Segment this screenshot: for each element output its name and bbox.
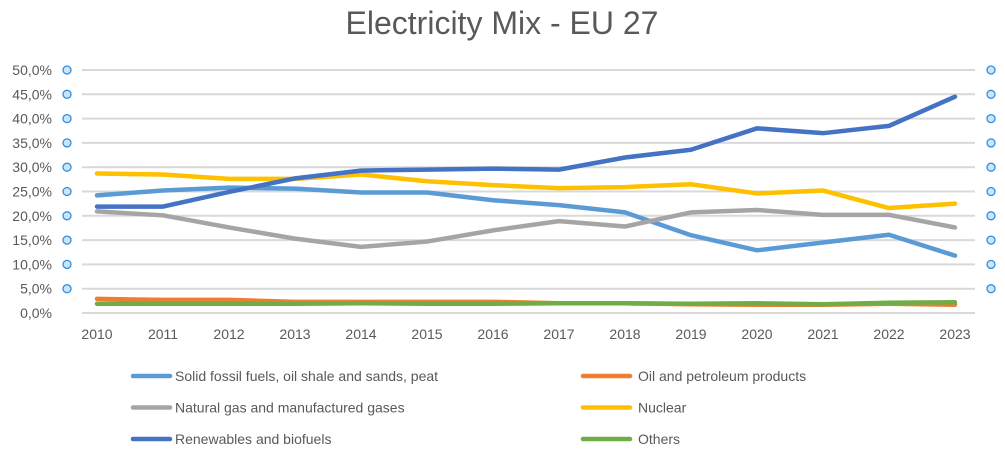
legend-label: Renewables and biofuels xyxy=(175,431,331,447)
chart-title: Electricity Mix - EU 27 xyxy=(346,5,659,41)
x-tick-label: 2022 xyxy=(873,326,904,342)
resize-handle-icon[interactable] xyxy=(986,138,996,148)
resize-handle-icon[interactable] xyxy=(986,284,996,294)
series-line-4 xyxy=(94,94,958,209)
resize-handle-icon[interactable] xyxy=(62,259,72,270)
x-tick-label: 2021 xyxy=(807,326,838,342)
resize-handle-icon[interactable] xyxy=(62,235,72,245)
resize-handle-icon[interactable] xyxy=(62,138,72,148)
x-tick-label: 2015 xyxy=(411,326,442,342)
resize-handle-icon[interactable] xyxy=(62,186,72,197)
y-tick-label: 20,0% xyxy=(12,208,52,224)
x-tick-label: 2014 xyxy=(345,326,376,342)
x-tick-label: 2017 xyxy=(543,326,574,342)
y-tick-label: 45,0% xyxy=(12,86,52,102)
x-tick-label: 2011 xyxy=(148,326,178,342)
y-tick-label: 0,0% xyxy=(20,305,52,321)
resize-handle-icon[interactable] xyxy=(986,89,996,99)
x-tick-label: 2020 xyxy=(741,326,772,342)
legend-label: Natural gas and manufactured gases xyxy=(175,400,405,416)
resize-handle-icon[interactable] xyxy=(986,162,996,172)
y-tick-label: 25,0% xyxy=(12,184,52,200)
y-tick-label: 40,0% xyxy=(12,111,52,127)
resize-handle-icon[interactable] xyxy=(62,113,72,124)
resize-handle-icon[interactable] xyxy=(986,65,996,75)
x-tick-label: 2018 xyxy=(609,326,640,342)
x-tick-label: 2023 xyxy=(939,326,970,342)
resize-handle-icon[interactable] xyxy=(986,186,996,197)
series-line-3 xyxy=(94,171,958,211)
x-tick-label: 2013 xyxy=(279,326,310,342)
legend-label: Nuclear xyxy=(638,400,687,416)
legend-label: Solid fossil fuels, oil shale and sands,… xyxy=(175,368,438,384)
resize-handle-icon[interactable] xyxy=(62,65,72,75)
resize-handle-icon[interactable] xyxy=(986,259,996,270)
series-line-5 xyxy=(94,300,958,307)
resize-handle-icon[interactable] xyxy=(986,211,996,221)
y-tick-label: 15,0% xyxy=(12,232,52,248)
y-tick-label: 30,0% xyxy=(12,159,52,175)
x-tick-label: 2016 xyxy=(477,326,508,342)
y-tick-label: 50,0% xyxy=(12,62,52,78)
resize-handle-icon[interactable] xyxy=(986,113,996,124)
x-tick-label: 2010 xyxy=(81,326,112,342)
resize-handle-icon[interactable] xyxy=(62,284,72,294)
y-tick-label: 5,0% xyxy=(20,281,52,297)
resize-handle-icon[interactable] xyxy=(986,235,996,245)
series-line-2 xyxy=(94,207,958,250)
series-line-0 xyxy=(94,185,958,258)
x-tick-label: 2012 xyxy=(213,326,244,342)
y-tick-label: 35,0% xyxy=(12,135,52,151)
resize-handle-icon[interactable] xyxy=(62,162,72,172)
x-tick-label: 2019 xyxy=(675,326,706,342)
resize-handle-icon[interactable] xyxy=(62,211,72,221)
y-tick-label: 10,0% xyxy=(12,256,52,272)
resize-handle-icon[interactable] xyxy=(62,89,72,99)
legend-label: Oil and petroleum products xyxy=(638,368,806,384)
legend-label: Others xyxy=(638,431,680,447)
